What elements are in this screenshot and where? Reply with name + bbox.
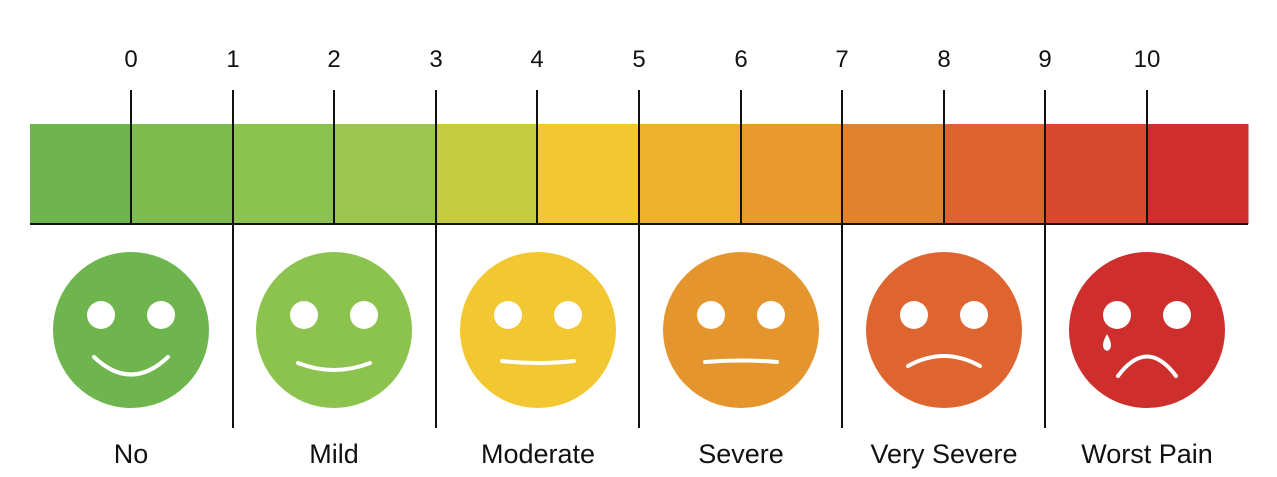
face-label: No: [114, 439, 149, 469]
face-circle: [663, 252, 819, 408]
tick-label: 2: [327, 46, 340, 73]
right-eye: [554, 301, 582, 329]
scale-bar-segment: [436, 124, 539, 224]
mouth: [906, 354, 982, 368]
face-circle: [1069, 252, 1225, 408]
left-eye: [290, 301, 318, 329]
left-eye: [87, 301, 115, 329]
scale-bar-segment: [1147, 124, 1249, 224]
left-eye: [697, 301, 725, 329]
face-label: Mild: [309, 439, 359, 469]
scale-bar-segment: [538, 124, 640, 224]
face-label: Severe: [698, 439, 784, 469]
tick-label: 3: [429, 46, 442, 73]
face-label: Worst Pain: [1081, 439, 1213, 469]
scale-bar-segment: [131, 124, 234, 224]
neutral-face-icon: [460, 252, 616, 408]
face-label: Very Severe: [870, 439, 1017, 469]
face-circle: [256, 252, 412, 408]
scale-bar-segment: [842, 124, 945, 224]
mouth: [296, 361, 372, 372]
face-circle: [866, 252, 1022, 408]
scale-bar-segment: [944, 124, 1046, 224]
scale-bar-segment: [334, 124, 437, 224]
right-eye: [757, 301, 785, 329]
flat-mouth-face-icon: [663, 252, 819, 408]
face-circle: [53, 252, 209, 408]
tick-label: 5: [632, 46, 645, 73]
scale-bar-segment: [1045, 124, 1148, 224]
tick-label: 1: [226, 46, 239, 73]
left-eye: [494, 301, 522, 329]
tick-label: 7: [835, 46, 848, 73]
scale-bar-segment: [639, 124, 742, 224]
mouth: [703, 358, 779, 364]
tick-label: 8: [937, 46, 950, 73]
mouth: [500, 359, 576, 365]
scale-bar-segment: [233, 124, 335, 224]
scale-bar-segment: [30, 124, 132, 224]
mouth: [92, 355, 170, 377]
tick-label: 10: [1134, 46, 1161, 73]
face-circle: [460, 252, 616, 408]
tick-label: 0: [124, 46, 137, 73]
face-label: Moderate: [481, 439, 595, 469]
smiling-face-icon: [53, 252, 209, 408]
left-eye: [1103, 301, 1131, 329]
tick-label: 9: [1038, 46, 1051, 73]
tear-drop-icon: [1103, 334, 1111, 351]
right-eye: [1163, 301, 1191, 329]
scale-bar-segment: [741, 124, 843, 224]
crying-face-icon: [1069, 252, 1225, 408]
mouth: [1116, 354, 1178, 378]
tick-label: 6: [734, 46, 747, 73]
tick-label: 4: [530, 46, 543, 73]
frowning-face-icon: [866, 252, 1022, 408]
slight-smile-face-icon: [256, 252, 412, 408]
right-eye: [350, 301, 378, 329]
right-eye: [960, 301, 988, 329]
left-eye: [900, 301, 928, 329]
right-eye: [147, 301, 175, 329]
